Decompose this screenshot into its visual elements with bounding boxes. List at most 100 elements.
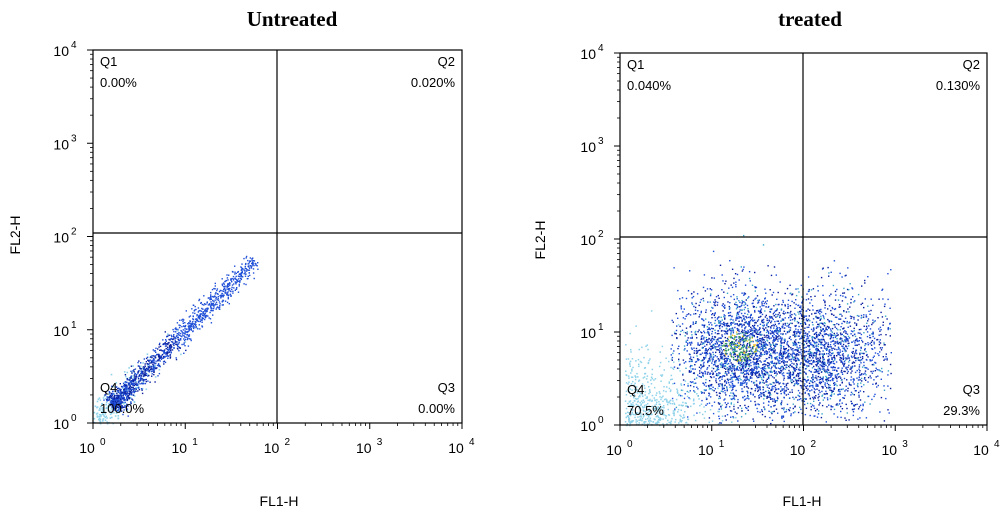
scatter-point [708, 327, 710, 329]
scatter-point [177, 328, 179, 331]
scatter-point [194, 320, 196, 323]
scatter-point [747, 361, 749, 363]
scatter-point [795, 359, 797, 362]
scatter-point [757, 319, 760, 321]
scatter-point [801, 393, 803, 395]
scatter-point [668, 414, 671, 416]
scatter-point [781, 342, 783, 344]
scatter-point [870, 370, 872, 373]
scatter-point [846, 379, 848, 381]
scatter-point [197, 307, 200, 309]
scatter-point [729, 354, 731, 356]
scatter-point [118, 405, 121, 408]
scatter-point [719, 347, 721, 349]
scatter-point [756, 333, 759, 335]
scatter-point [181, 325, 183, 328]
scatter-point [218, 306, 221, 308]
scatter-point [770, 274, 773, 277]
scatter-point [128, 384, 130, 386]
scatter-point [656, 392, 658, 394]
scatter-point [878, 341, 881, 343]
scatter-point [715, 346, 717, 348]
scatter-point [782, 325, 784, 327]
scatter-point [93, 417, 96, 420]
scatter-point [105, 401, 108, 404]
scatter-point [817, 393, 820, 395]
scatter-point [754, 271, 756, 274]
scatter-point [736, 350, 738, 352]
scatter-point [167, 355, 170, 357]
scatter-point [759, 387, 761, 389]
scatter-point [666, 423, 668, 425]
scatter-point [783, 362, 785, 365]
scatter-point [732, 417, 735, 419]
scatter-point [220, 295, 222, 297]
scatter-point [724, 381, 726, 383]
scatter-point [698, 375, 700, 378]
scatter-point [99, 418, 102, 420]
scatter-point [210, 298, 213, 300]
scatter-point [656, 412, 659, 414]
scatter-point [803, 400, 806, 403]
scatter-point [757, 389, 760, 391]
scatter-point [673, 366, 676, 368]
scatter-point [635, 325, 637, 327]
scatter-point [140, 377, 142, 380]
scatter-point [701, 318, 703, 320]
scatter-point [233, 287, 235, 289]
scatter-point [131, 383, 134, 386]
scatter-point [861, 410, 863, 412]
scatter-point [99, 407, 101, 410]
scatter-point [798, 317, 801, 320]
scatter-point [683, 384, 685, 386]
scatter-point [720, 390, 723, 392]
scatter-point [108, 393, 110, 395]
scatter-point [100, 411, 103, 413]
scatter-point [107, 397, 109, 399]
scatter-point [220, 289, 222, 292]
scatter-point [678, 404, 680, 406]
scatter-point [144, 367, 146, 370]
scatter-point [682, 373, 684, 375]
scatter-point [154, 357, 157, 359]
scatter-point [860, 377, 863, 380]
scatter-point [150, 361, 153, 363]
scatter-point [819, 402, 821, 404]
scatter-point [113, 394, 116, 397]
scatter-point [798, 398, 801, 401]
scatter-point [799, 372, 801, 374]
scatter-point [725, 323, 728, 325]
scatter-point [142, 373, 144, 375]
scatter-point [797, 380, 800, 382]
scatter-point [628, 387, 630, 389]
scatter-point [841, 340, 843, 342]
scatter-point [731, 347, 734, 349]
scatter-point [781, 326, 783, 329]
scatter-point [730, 295, 732, 298]
scatter-point [240, 278, 242, 281]
scatter-point [130, 370, 132, 372]
scatter-point [795, 342, 797, 345]
scatter-point [734, 385, 736, 387]
scatter-point [155, 351, 157, 353]
y-tick-label: 10 [53, 136, 69, 152]
scatter-point [828, 334, 830, 336]
scatter-point [720, 357, 722, 360]
scatter-point [747, 308, 749, 310]
scatter-point [815, 365, 818, 367]
scatter-point [743, 382, 746, 384]
scatter-point [807, 388, 809, 390]
scatter-point [672, 412, 674, 414]
scatter-point [250, 267, 253, 269]
scatter-point [687, 385, 689, 387]
scatter-point [796, 346, 798, 348]
scatter-point [818, 372, 820, 375]
scatter-point [739, 340, 742, 342]
scatter-point [858, 315, 860, 317]
scatter-point [801, 296, 803, 298]
scatter-point [823, 339, 825, 341]
scatter-point [643, 401, 646, 403]
scatter-point [804, 359, 806, 361]
scatter-point [845, 419, 847, 421]
scatter-point [808, 346, 810, 348]
